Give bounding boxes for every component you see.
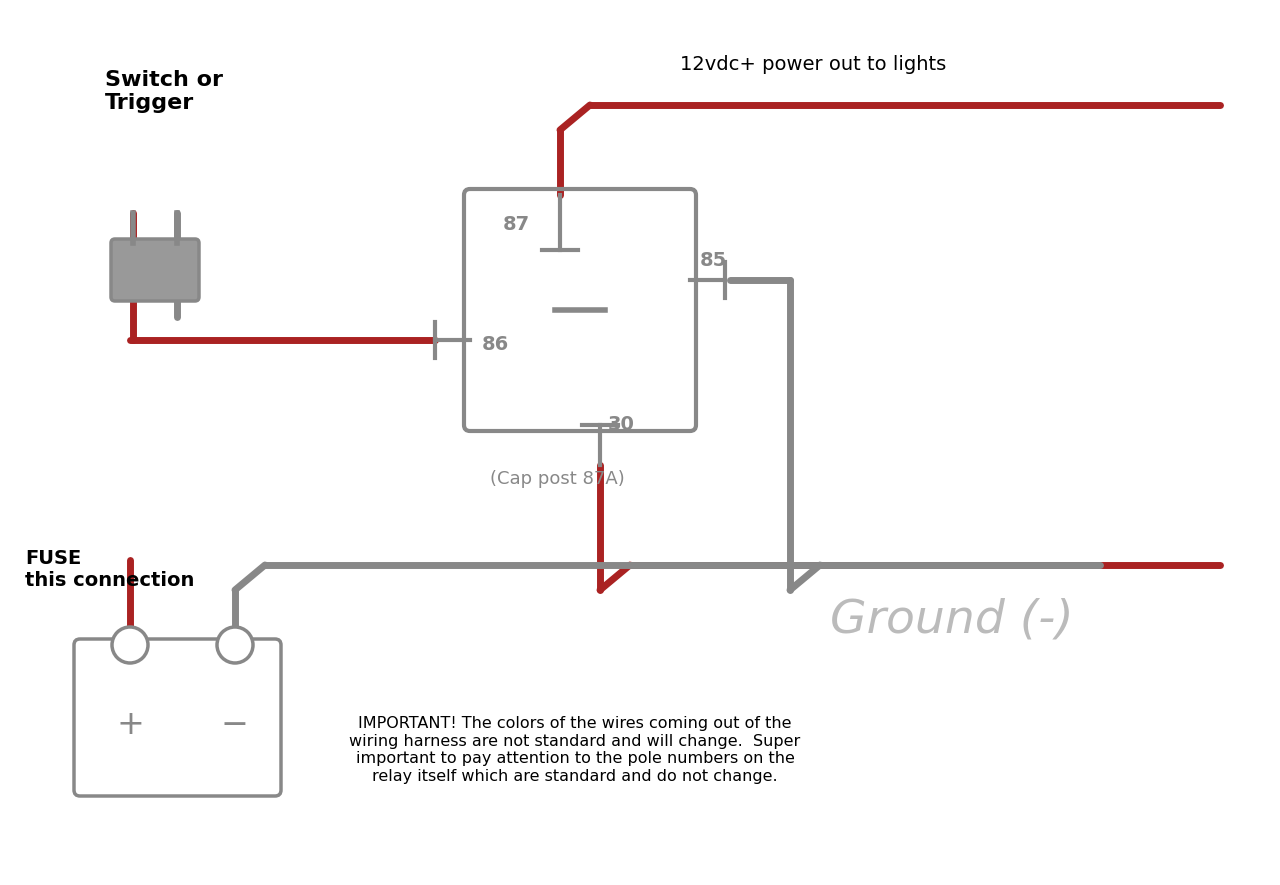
FancyBboxPatch shape xyxy=(74,639,282,796)
Text: IMPORTANT! The colors of the wires coming out of the
wiring harness are not stan: IMPORTANT! The colors of the wires comin… xyxy=(349,716,800,783)
Circle shape xyxy=(113,627,148,663)
FancyBboxPatch shape xyxy=(111,239,198,301)
Circle shape xyxy=(218,627,253,663)
Text: −: − xyxy=(221,708,250,742)
Text: Switch or
Trigger: Switch or Trigger xyxy=(105,70,223,113)
Text: (Cap post 87A): (Cap post 87A) xyxy=(490,470,625,488)
Text: +: + xyxy=(116,708,143,742)
Text: FUSE
this connection: FUSE this connection xyxy=(26,550,195,590)
Text: 30: 30 xyxy=(608,415,635,434)
Text: 12vdc+ power out to lights: 12vdc+ power out to lights xyxy=(680,55,946,74)
Text: Ground (-): Ground (-) xyxy=(829,597,1074,643)
Text: 86: 86 xyxy=(483,335,509,355)
Text: 87: 87 xyxy=(503,215,530,234)
Text: 85: 85 xyxy=(700,250,727,270)
